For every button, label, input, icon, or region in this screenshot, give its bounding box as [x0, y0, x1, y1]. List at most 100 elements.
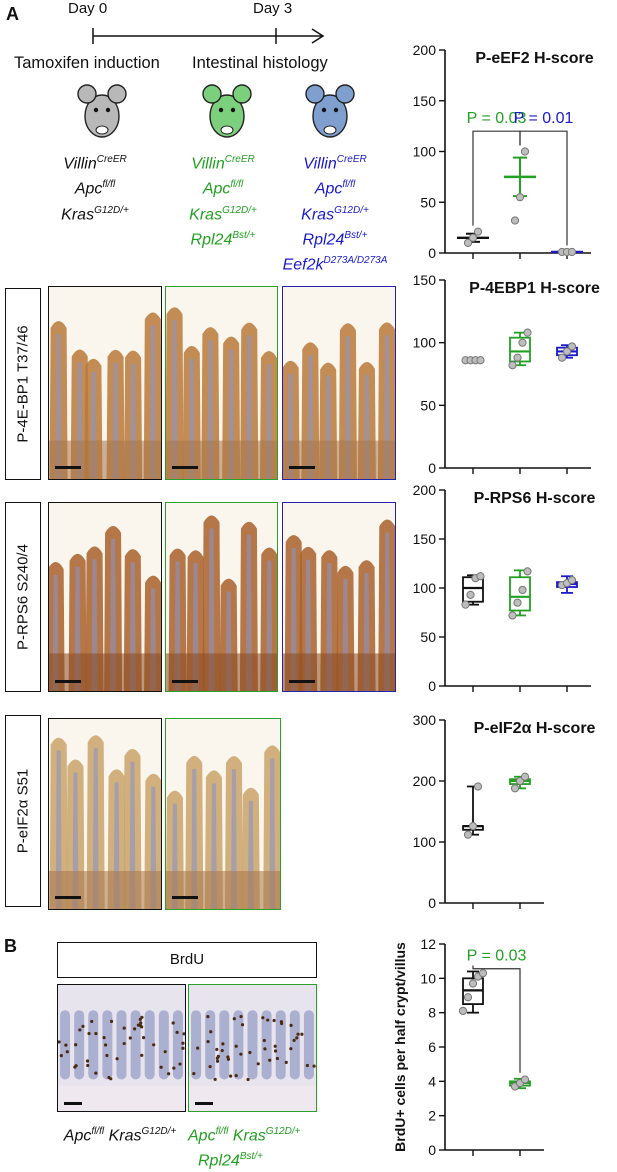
brdu-nucleus	[262, 1038, 266, 1043]
panel-b-letter: B	[4, 936, 17, 956]
crypt-shape	[205, 1010, 216, 1080]
brdu-nucleus	[206, 1039, 210, 1044]
brdu-nucleus	[78, 1028, 82, 1032]
villus-core	[55, 750, 62, 909]
crypt-shape	[303, 1010, 314, 1080]
data-point	[518, 585, 527, 595]
tissue-image-p4ebp1-eef2k	[282, 286, 396, 480]
brdu-nucleus	[215, 1056, 219, 1060]
significance-bracket	[472, 130, 521, 226]
brdu-nucleus	[159, 1065, 163, 1069]
y-tick-label: 0	[428, 1142, 436, 1158]
data-point	[562, 347, 572, 356]
row-label-prps6: P-RPS6 S240/4	[5, 502, 41, 692]
data-point	[510, 216, 520, 225]
mouse-body	[209, 94, 245, 138]
mouse-ear-right	[107, 84, 127, 104]
brdu-nucleus	[163, 1050, 167, 1054]
data-point	[463, 993, 473, 1002]
brdu-nucleus	[289, 1023, 293, 1027]
brdu-nucleus	[275, 1056, 280, 1061]
mouse-eye	[93, 107, 99, 113]
data-point	[463, 830, 473, 839]
mouse-ear-left	[77, 84, 97, 104]
y-tick-label: 4	[428, 1073, 436, 1089]
brdu-nucleus	[239, 1014, 243, 1019]
mouse-eye	[105, 107, 111, 113]
y-tick-label: 200	[413, 773, 437, 789]
y-tick-label: 50	[420, 629, 436, 645]
data-point	[513, 353, 522, 362]
brdu-nucleus	[261, 1016, 265, 1020]
crypt-shape	[130, 1010, 141, 1080]
tissue-image-p4ebp1-rpl24	[165, 286, 278, 480]
y-tick-label: 2	[428, 1108, 436, 1124]
y-tick-label: 100	[413, 834, 437, 850]
brdu-nucleus	[128, 1036, 132, 1040]
villus-core	[110, 538, 117, 691]
brdu-nucleus	[65, 1050, 69, 1054]
crypt-shape	[88, 1010, 99, 1080]
brdu-nucleus	[192, 1071, 196, 1076]
brdu-nucleus	[280, 1021, 284, 1026]
data-point	[523, 567, 532, 576]
y-tick-label: 150	[413, 531, 437, 547]
row-label-p4ebp1: P-4E-BP1 T37/46	[5, 288, 41, 480]
chart-brdu-cells: 0 2 4 6 8 10 12 BrdU+ cells per half crypt/vill…	[392, 936, 544, 1158]
crypt-shape	[247, 1010, 258, 1080]
genotype-rpl24: VillinCreER Apcfl/fl KrasG12D/+ Rpl24Bst…	[189, 154, 257, 249]
data-point	[466, 590, 475, 599]
brdu-nucleus	[122, 1041, 126, 1046]
brdu-nucleus	[102, 1036, 106, 1040]
data-point	[461, 600, 470, 609]
brdu-nucleus	[152, 1043, 156, 1047]
brdu-nucleus	[133, 1027, 137, 1031]
data-point	[520, 1075, 530, 1084]
y-tick-label: 100	[413, 144, 437, 160]
chart-title: P-RPS6 H-score	[474, 490, 596, 507]
chart-title: P-4EBP1 H-score	[469, 280, 600, 297]
data-point	[515, 193, 525, 202]
data-point	[473, 227, 483, 236]
brdu-nucleus	[86, 1063, 90, 1068]
timeline-arrow	[92, 28, 325, 44]
crypt-layer	[166, 871, 280, 909]
brdu-nucleus	[94, 1031, 98, 1036]
crypt-layer	[283, 653, 395, 691]
y-tick-label: 0	[428, 678, 436, 694]
data-point	[468, 822, 478, 831]
tissue-image-brdu-control	[57, 984, 186, 1112]
brdu-nucleus	[181, 1046, 185, 1050]
data-point	[468, 979, 478, 988]
brdu-nucleus	[295, 1036, 299, 1040]
brdu-nucleus	[142, 1036, 146, 1040]
data-point	[520, 147, 530, 156]
crypt-shape	[233, 1010, 244, 1080]
data-point	[567, 576, 577, 585]
brdu-nucleus	[268, 1058, 272, 1062]
brdu-nucleus	[296, 1032, 300, 1036]
p-value-label: P = 0.03	[467, 948, 527, 965]
brdu-nucleus	[140, 1053, 144, 1057]
mouse-nose	[95, 125, 109, 135]
y-tick-label: 10	[420, 970, 436, 986]
data-point	[510, 784, 520, 793]
brdu-nucleus	[234, 1044, 238, 1048]
y-tick-label: 100	[413, 335, 437, 351]
brdu-nucleus	[182, 1032, 185, 1036]
submucosa	[189, 1085, 316, 1111]
chart-peif2a-hscore: 0 100 200 300 P-eIF2α H-score	[413, 712, 596, 911]
y-tick-label: 50	[420, 194, 436, 210]
brdu-nucleus	[175, 1030, 179, 1034]
brdu-nucleus	[229, 1074, 233, 1078]
data-point	[468, 233, 478, 242]
timeline-day3: Day 3	[253, 0, 293, 17]
mouse-icon-control	[77, 84, 127, 138]
y-axis-label: BrdU+ cells per half crypt/villus	[392, 942, 408, 1152]
brdu-nucleus	[139, 1021, 143, 1025]
timeline-step-tamoxifen: Tamoxifen induction	[14, 54, 160, 72]
p-value-label: P = 0.01	[514, 110, 574, 127]
chart-title: P-eIF2α H-score	[474, 720, 596, 737]
crypt-shape	[191, 1010, 202, 1080]
chart-prps6-hscore: 0 50 100 150 200 P-RPS6 H-score	[413, 482, 596, 694]
